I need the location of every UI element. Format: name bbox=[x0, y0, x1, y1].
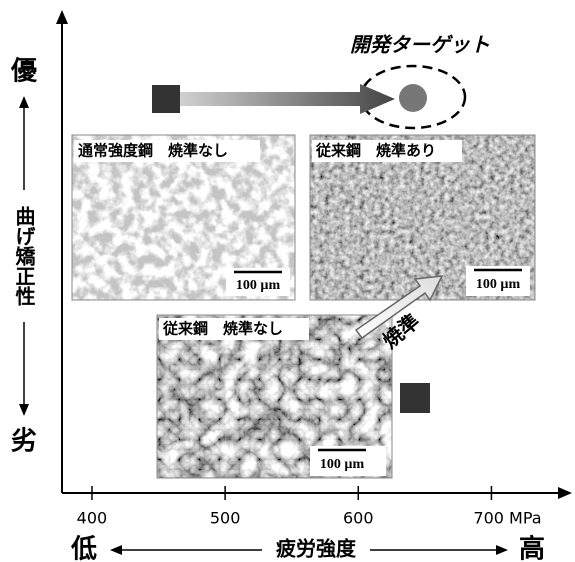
scale-label: 100 µm bbox=[320, 457, 365, 472]
micrograph-label: 従来鋼 焼準あり bbox=[315, 142, 436, 160]
micrograph-1: 通常強度鋼 焼準なし 100 µm bbox=[72, 135, 295, 300]
y-arrowhead-up bbox=[19, 96, 29, 108]
scale-label: 100 µm bbox=[476, 277, 521, 292]
y-top-label: 優 bbox=[10, 57, 38, 87]
micrograph-label: 通常強度鋼 焼準なし bbox=[78, 142, 228, 160]
conventional-marker bbox=[400, 383, 430, 413]
x-left-label: 低 bbox=[70, 535, 97, 562]
x-arrowhead-right bbox=[496, 545, 508, 555]
x-arrowhead-left bbox=[110, 545, 122, 555]
x-right-label: 高 bbox=[519, 534, 545, 562]
y-bottom-label: 劣 bbox=[11, 427, 37, 457]
y-arrowhead-down bbox=[19, 404, 29, 416]
current-marker bbox=[152, 85, 180, 113]
x-tick-label: 400 bbox=[77, 509, 108, 528]
target-label: 開発ターゲット bbox=[350, 33, 490, 57]
x-axis-label: 疲労強度 bbox=[276, 537, 357, 561]
development-arrow bbox=[180, 84, 395, 114]
micrograph-label: 従来鋼 焼準なし bbox=[162, 320, 283, 338]
y-axis-arrow bbox=[56, 10, 68, 24]
x-axis-arrow bbox=[558, 487, 572, 499]
micrograph-3: 従来鋼 焼準なし 100 µm bbox=[157, 315, 392, 478]
x-tick-label: 600 bbox=[343, 509, 374, 528]
target-marker bbox=[399, 84, 427, 112]
scale-label: 100 µm bbox=[236, 278, 281, 293]
micrograph-2: 従来鋼 焼準あり 100 µm bbox=[310, 135, 535, 300]
x-tick-label: 700 MPa bbox=[473, 509, 541, 528]
diagram: 優 劣 曲げ矯正性 低 高 疲労強度 開発ターゲット 通常強度鋼 焼準なし 10… bbox=[0, 0, 575, 562]
x-tick-label: 500 bbox=[210, 509, 241, 528]
y-axis-label: 曲げ矯正性 bbox=[12, 206, 36, 307]
